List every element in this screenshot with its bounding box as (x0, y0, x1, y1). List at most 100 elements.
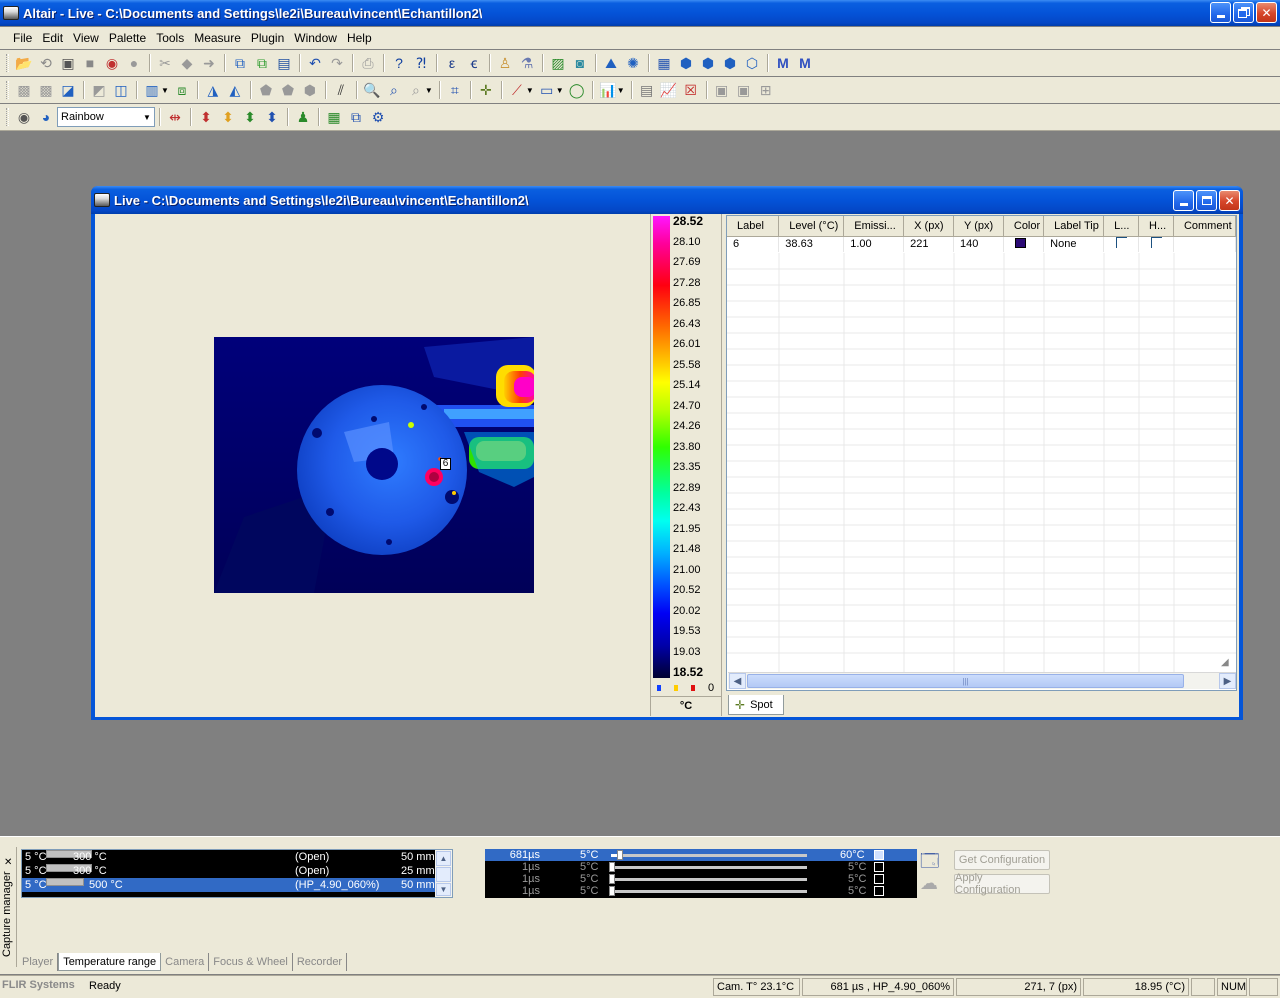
export-icon[interactable]: ◩ (92, 82, 106, 98)
scroll-right-button[interactable]: ▶ (1219, 673, 1236, 689)
child-minimize-button[interactable] (1173, 190, 1194, 211)
image-process-icon[interactable]: ◙ (575, 55, 585, 71)
color-scale[interactable]: 28.52 28.10 27.69 27.28 26.85 26.43 26.01 25.58… (650, 214, 722, 716)
menu-file[interactable]: File (13, 31, 33, 45)
emissivity-icon[interactable]: ε (448, 55, 456, 71)
cube1-icon[interactable]: ⬢ (679, 55, 693, 71)
list-item[interactable]: 5 °C 300 °C (Open) 25 mm (22, 864, 452, 878)
menu-tools[interactable]: Tools (156, 31, 185, 45)
window-tile-icon[interactable]: ▦ (327, 109, 341, 125)
column-header-h[interactable]: H... (1138, 216, 1174, 237)
zoom-icon[interactable]: 🔍 (363, 82, 381, 98)
list-scrollbar[interactable]: ▲ ▼ (435, 850, 452, 897)
save-icon[interactable]: ▤ (277, 55, 291, 71)
toolbar-grip[interactable] (6, 54, 9, 72)
flip-icon[interactable]: ◮ (207, 82, 219, 98)
integration-checkbox[interactable] (874, 886, 884, 896)
column-header-x[interactable]: X (px) (903, 216, 955, 237)
h-checkbox[interactable] (1151, 237, 1163, 249)
panel3-icon[interactable]: ⊞ (759, 82, 772, 98)
spot-icon[interactable]: ✛ (479, 82, 492, 98)
panel2-icon[interactable]: ▣ (736, 82, 751, 98)
record-off-icon[interactable]: ● (129, 55, 139, 71)
rectangle-icon[interactable]: ▭ (540, 82, 554, 98)
integration-slider[interactable] (611, 866, 807, 869)
apply-configuration-button[interactable]: Apply Configuration (954, 872, 1050, 896)
eraser-icon[interactable]: ◆ (181, 55, 193, 71)
cell-emissivity[interactable]: 1.00 (843, 236, 905, 252)
recent-icon[interactable]: ⟲ (40, 55, 52, 71)
layers-icon[interactable]: ⧈ (177, 82, 187, 98)
toolbar-grip[interactable] (6, 108, 9, 126)
thermal-image[interactable]: 6 (214, 337, 534, 593)
integration-row[interactable]: 681µs 5°C 60°C (485, 849, 917, 861)
get-configuration-button[interactable]: Get Configuration (954, 850, 1050, 870)
menu-view[interactable]: View (73, 31, 99, 45)
tab-camera[interactable]: Camera (161, 953, 210, 971)
copy-image-icon[interactable]: ⧉ (257, 55, 267, 71)
lines-icon[interactable]: ⫽ (337, 82, 345, 98)
isotherm-icon[interactable]: ♟ (296, 109, 310, 125)
toolbar-grip[interactable] (6, 81, 9, 99)
child-close-button[interactable]: ✕ (1219, 190, 1240, 211)
layout-icon[interactable]: ▥ (145, 82, 159, 98)
integration-checkbox[interactable] (874, 850, 884, 860)
restore-button[interactable] (1233, 2, 1254, 23)
camera-config-icon[interactable]: 🗔 (920, 851, 940, 871)
isotherm-yellow-icon[interactable] (674, 685, 678, 691)
list-item[interactable]: 5 °C 300 °C (Open) 50 mm (22, 850, 452, 864)
filter-icon[interactable]: ⚗ (520, 55, 534, 71)
table-icon[interactable]: ▤ (639, 82, 654, 98)
cubes-icon[interactable]: ⬡ (745, 55, 759, 71)
cube3-icon[interactable]: ⬢ (723, 55, 737, 71)
resize-grip-icon[interactable]: ◢ (1221, 657, 1229, 668)
integration-slider[interactable] (611, 890, 807, 893)
mirror-icon[interactable]: ◭ (229, 82, 241, 98)
integration-checkbox[interactable] (874, 862, 884, 872)
profile-icon[interactable]: ⛰ (605, 55, 617, 71)
capture-icon[interactable]: ◪ (61, 82, 75, 98)
measure-grid[interactable]: Label Level (°C) Emissi... X (px) Y (px)… (726, 215, 1237, 691)
cell-color[interactable] (1003, 236, 1045, 252)
paste-icon[interactable]: ➜ (203, 55, 215, 71)
snapshot-icon[interactable]: ◫ (114, 82, 128, 98)
histogram-icon[interactable]: 📊 (598, 82, 617, 98)
cell-x[interactable]: 221 (903, 236, 955, 252)
close-button[interactable]: ✕ (1256, 2, 1277, 23)
integration-row[interactable]: 1µs 5°C 5°C (485, 885, 917, 897)
tab-spot[interactable]: ✛ Spot (728, 695, 784, 715)
scroll-thumb[interactable]: ||| (747, 674, 1184, 688)
l-checkbox[interactable] (1116, 237, 1128, 249)
chevron-down-icon[interactable]: ▼ (616, 85, 625, 95)
scroll-up-button[interactable]: ▲ (436, 851, 451, 866)
temperature-range-list[interactable]: 5 °C 300 °C (Open) 50 mm 5 °C 300 °C (Op… (21, 849, 453, 898)
horizontal-scrollbar[interactable]: ◀ ||| ▶ (728, 672, 1236, 689)
app-title-bar[interactable]: Altair - Live - C:\Documents and Setting… (0, 0, 1280, 26)
integration-slider-knob[interactable] (609, 862, 615, 872)
scale-max-icon[interactable]: ⬍ (244, 109, 256, 125)
redo-icon[interactable]: ↷ (331, 55, 343, 71)
chevron-down-icon[interactable]: ▼ (424, 85, 433, 95)
cut-icon[interactable]: ✂ (159, 55, 171, 71)
auto-scale-icon[interactable]: ⬍ (200, 109, 212, 125)
capture-manager-dock[interactable]: ✕ Capture manager (0, 847, 17, 967)
delete-measure-icon[interactable]: ☒ (684, 82, 697, 98)
tool2-icon[interactable]: ⬟ (281, 82, 294, 98)
frame-icon[interactable]: ▩ (17, 82, 31, 98)
column-header-level[interactable]: Level (°C) (778, 216, 845, 237)
integration-slider-knob[interactable] (609, 886, 615, 896)
column-header-l[interactable]: L... (1103, 216, 1140, 237)
column-header-color[interactable]: Color (1003, 216, 1045, 237)
column-header-y[interactable]: Y (px) (953, 216, 1004, 237)
zoom-fit-icon[interactable]: ⌕ (390, 82, 398, 98)
app-icon[interactable] (3, 6, 19, 20)
menu-help[interactable]: Help (346, 31, 372, 45)
cell-level[interactable]: 38.63 (778, 236, 845, 252)
open-icon[interactable]: 📂 (15, 55, 33, 71)
record-icon[interactable]: ◉ (105, 55, 119, 71)
calibration-icon[interactable]: ♙ (498, 55, 512, 71)
menu-plugin[interactable]: Plugin (250, 31, 285, 45)
cell-h[interactable] (1138, 236, 1174, 252)
scroll-down-button[interactable]: ▼ (436, 883, 451, 896)
column-header-comment[interactable]: Comment (1173, 216, 1236, 237)
